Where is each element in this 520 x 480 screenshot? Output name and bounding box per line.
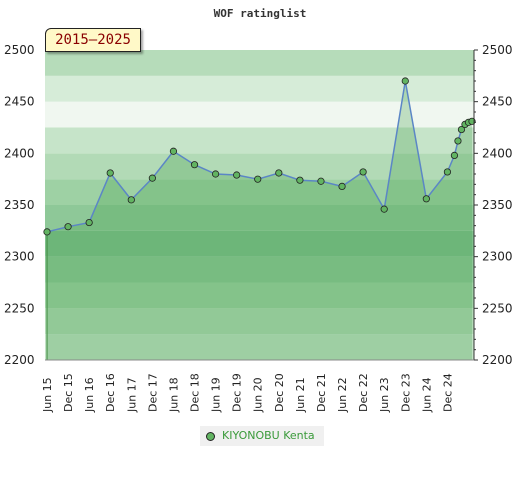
rating-point	[106, 169, 114, 177]
y-tick-label-left: 2300	[4, 250, 35, 264]
legend-marker	[206, 432, 215, 441]
y-tick-label-left: 2450	[4, 95, 35, 109]
x-tick-label: Jun 20	[252, 377, 265, 413]
x-tick-label: Jun 16	[83, 377, 96, 413]
band	[45, 50, 474, 76]
y-tick-label-right: 2250	[482, 301, 513, 315]
rating-point	[169, 147, 178, 155]
x-tick-label: Jun 17	[125, 377, 138, 413]
x-tick-label: Dec 21	[315, 373, 328, 412]
y-tick-label-left: 2200	[4, 353, 35, 367]
rating-point	[190, 161, 199, 169]
x-tick-label: Dec 19	[231, 373, 244, 412]
x-tick-label: Dec 15	[62, 373, 75, 412]
band	[45, 101, 474, 128]
band	[45, 282, 474, 309]
rating-point	[85, 218, 93, 227]
rating-area	[47, 81, 472, 360]
band	[45, 230, 474, 257]
rating-point	[233, 171, 241, 179]
x-tick-label: Dec 18	[189, 373, 202, 412]
rating-point	[64, 223, 72, 231]
rating-points	[43, 77, 476, 236]
y-tick-label-right: 2350	[482, 198, 513, 212]
band	[45, 127, 474, 154]
y-axis-right: 2200 2250 2300 2350 2400 2450 2500	[473, 43, 513, 367]
rating-point	[338, 182, 346, 190]
rating-point	[422, 195, 430, 203]
rating-point	[401, 77, 409, 85]
y-tick-label-right: 2500	[482, 43, 513, 57]
band	[45, 256, 474, 283]
x-tick-label: Jun 18	[167, 377, 180, 413]
legend-label: KIYONOBU Kenta	[222, 429, 315, 442]
x-tick-label: Dec 17	[146, 373, 159, 412]
y-tick-label-left: 2350	[4, 198, 35, 212]
band	[45, 179, 474, 205]
x-tick-label: Jun 21	[294, 377, 307, 413]
rating-point	[148, 174, 156, 182]
y-axis-left: 2200 2250 2300 2350 2400 2450 2500	[4, 43, 35, 367]
background-bands	[45, 50, 474, 360]
band	[45, 334, 474, 360]
x-tick-label: Jun 19	[210, 377, 223, 413]
x-tick-label: Dec 16	[104, 373, 117, 412]
x-tick-label: Dec 20	[273, 373, 286, 412]
rating-point	[450, 151, 459, 159]
y-tick-label-left: 2250	[4, 301, 35, 315]
x-axis: Jun 15 Dec 15 Jun 16 Dec 16 Jun 17 Dec 17 Jun …	[41, 359, 474, 413]
rating-point	[254, 175, 262, 183]
chart-title: WOF ratinglist	[214, 7, 307, 20]
rating-point	[43, 228, 51, 236]
legend: KIYONOBU Kenta	[200, 426, 324, 446]
y-tick-label-right: 2300	[482, 250, 513, 264]
rating-point	[296, 176, 304, 184]
rating-point	[454, 137, 462, 145]
rating-point	[380, 205, 388, 213]
period-badge: 2015–2025	[45, 28, 141, 52]
x-tick-label: Jun 23	[378, 377, 391, 413]
y-tick-label-right: 2450	[482, 95, 513, 109]
x-tick-label: Jun 24	[420, 377, 433, 413]
rating-point	[443, 168, 452, 176]
rating-point	[275, 169, 283, 177]
band	[45, 75, 474, 102]
band	[45, 205, 474, 231]
y-tick-label-left: 2400	[4, 146, 35, 160]
x-tick-label: Jun 22	[336, 377, 349, 413]
y-tick-label-right: 2400	[482, 146, 513, 160]
y-tick-label-right: 2200	[482, 353, 513, 367]
rating-point	[211, 170, 220, 178]
y-tick-label-left: 2500	[4, 43, 35, 57]
rating-point	[127, 196, 135, 204]
x-tick-label: Dec 22	[357, 373, 370, 412]
rating-point	[359, 168, 367, 176]
x-tick-label: Dec 24	[441, 373, 454, 412]
rating-point	[457, 125, 466, 134]
x-tick-label: Dec 23	[399, 373, 412, 412]
x-tick-label: Jun 15	[41, 377, 54, 413]
band	[45, 153, 474, 180]
band	[45, 308, 474, 335]
rating-point	[317, 177, 325, 185]
